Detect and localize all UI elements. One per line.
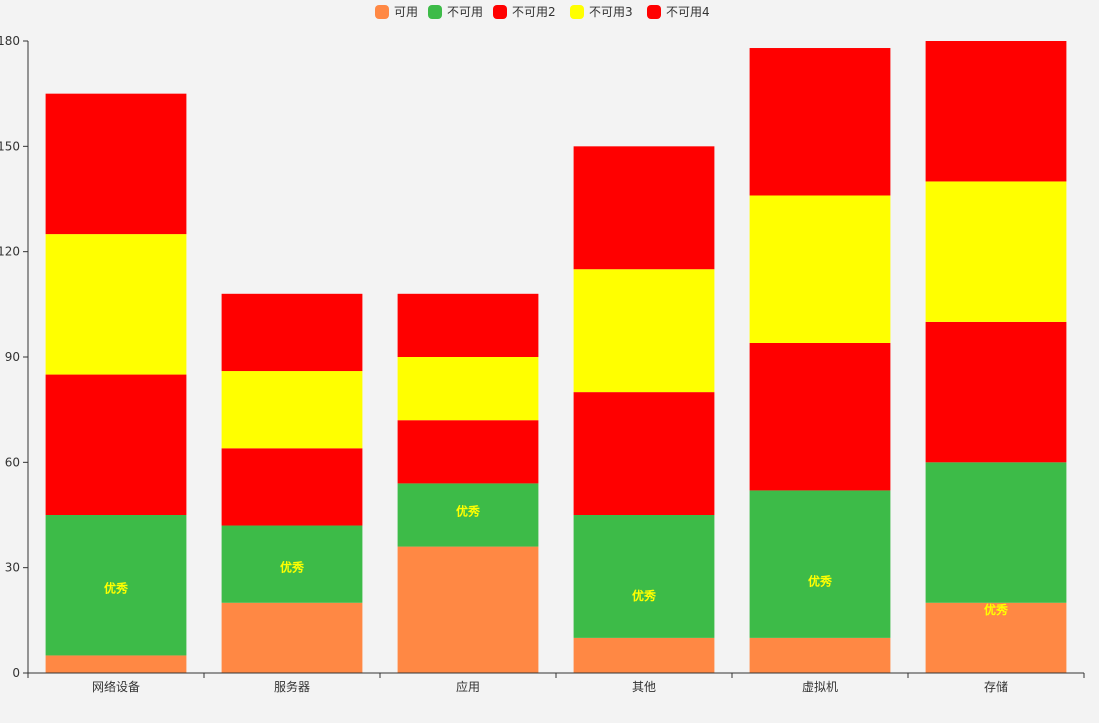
x-tick-label: 应用: [456, 679, 480, 694]
x-tick-label: 网络设备: [92, 679, 140, 694]
bar-segment-4[interactable]: [749, 195, 891, 343]
bar-segment-1[interactable]: [221, 602, 363, 673]
x-axis: 网络设备 服务器 应用 其他 虚拟机 存储: [27, 672, 1085, 694]
legend-label: 不可用2: [512, 5, 556, 19]
bar-segment-3[interactable]: [397, 420, 539, 484]
bar-segment-3[interactable]: [749, 342, 891, 491]
legend-swatch: [570, 5, 584, 19]
legend-swatch: [375, 5, 389, 19]
bars: [45, 41, 1067, 673]
legend-item-1[interactable]: 可用: [375, 5, 418, 19]
data-label: 优秀: [104, 581, 129, 596]
bar-segment-2[interactable]: [397, 483, 539, 547]
bar-segment-3[interactable]: [45, 374, 187, 515]
data-label: 优秀: [984, 602, 1009, 617]
data-label: 优秀: [456, 503, 481, 518]
legend-swatch: [428, 5, 442, 19]
legend-label: 不可用3: [589, 5, 633, 19]
legend-label: 不可用: [447, 5, 483, 19]
bar-segment-5[interactable]: [749, 48, 891, 196]
bar-segment-2[interactable]: [749, 490, 891, 638]
bar-segment-3[interactable]: [573, 392, 715, 515]
y-tick-label: 180: [0, 34, 20, 48]
y-tick-label: 150: [0, 139, 20, 153]
legend-item-2[interactable]: 不可用: [428, 5, 483, 19]
bar-segment-1[interactable]: [749, 637, 891, 673]
bar-segment-2[interactable]: [45, 515, 187, 656]
bar-segment-4[interactable]: [397, 357, 539, 421]
bar-segment-4[interactable]: [925, 181, 1067, 322]
legend-swatch: [493, 5, 507, 19]
legend-swatch: [647, 5, 661, 19]
y-tick-label: 90: [5, 350, 20, 364]
bar-segment-1[interactable]: [45, 655, 187, 673]
bar-segment-5[interactable]: [573, 146, 715, 270]
bar-segment-5[interactable]: [925, 41, 1067, 182]
legend-item-5[interactable]: 不可用4: [647, 5, 710, 19]
data-label: 优秀: [280, 560, 305, 575]
bar-segment-5[interactable]: [221, 293, 363, 372]
data-label: 优秀: [632, 588, 657, 603]
x-tick-label: 存储: [984, 679, 1008, 694]
bar-segment-5[interactable]: [45, 93, 187, 235]
bar-segment-1[interactable]: [573, 637, 715, 673]
bar-segment-1[interactable]: [397, 546, 539, 673]
legend: 可用 不可用 不可用2 不可用3 不可用4: [375, 5, 710, 19]
x-tick-label: 其他: [632, 680, 656, 694]
data-label: 优秀: [808, 574, 833, 589]
y-tick-label: 120: [0, 245, 20, 259]
bar-segment-1[interactable]: [925, 602, 1067, 673]
legend-item-4[interactable]: 不可用3: [570, 5, 633, 19]
bar-segment-3[interactable]: [925, 321, 1067, 463]
legend-label: 不可用4: [666, 5, 710, 19]
bar-segment-2[interactable]: [573, 515, 715, 638]
legend-label: 可用: [394, 5, 418, 19]
y-tick-label: 0: [12, 666, 20, 680]
x-tick-label: 服务器: [274, 679, 310, 694]
bar-segment-5[interactable]: [397, 293, 539, 357]
bar-segment-2[interactable]: [925, 462, 1067, 603]
bar-segment-2[interactable]: [221, 525, 363, 603]
y-tick-label: 30: [5, 561, 20, 575]
bar-segment-3[interactable]: [221, 448, 363, 526]
y-axis: 0 30 60 90 120 150 180: [0, 34, 29, 680]
y-tick-label: 60: [5, 455, 20, 469]
x-tick-label: 虚拟机: [802, 680, 838, 694]
bar-segment-4[interactable]: [45, 234, 187, 375]
legend-item-3[interactable]: 不可用2: [493, 5, 556, 19]
bar-segment-4[interactable]: [573, 269, 715, 393]
bar-segment-4[interactable]: [221, 371, 363, 449]
